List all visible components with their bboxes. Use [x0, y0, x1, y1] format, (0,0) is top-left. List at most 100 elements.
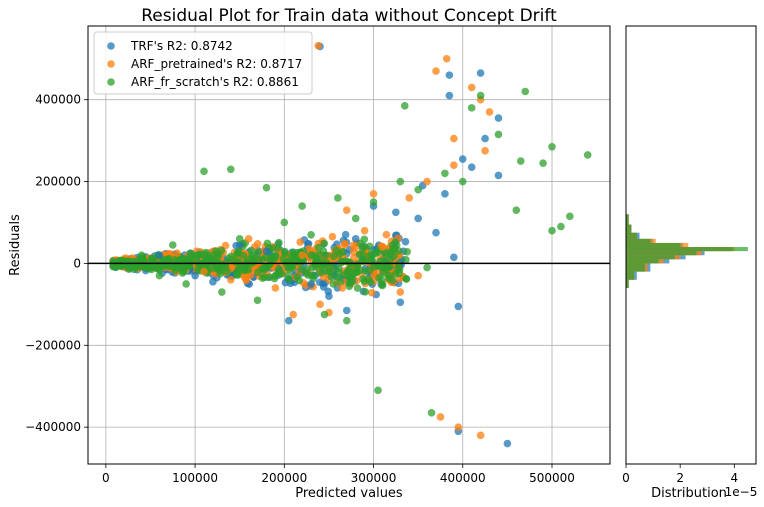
- scatter-point: [173, 249, 182, 257]
- cloud-point: [336, 278, 345, 287]
- scatter-point: [392, 208, 400, 217]
- scatter-point: [155, 271, 164, 280]
- scatter-point: [503, 439, 512, 448]
- scatter-point: [351, 214, 360, 223]
- scatter-point: [298, 251, 306, 260]
- cloud-point: [377, 276, 386, 285]
- cloud-point: [285, 275, 293, 284]
- x-axis-label: Predicted values: [295, 486, 403, 501]
- scatter-point: [360, 226, 369, 235]
- scatter-point: [200, 167, 208, 176]
- cloud-point: [307, 251, 315, 259]
- scatter-point: [342, 316, 351, 325]
- cloud-point: [328, 232, 337, 241]
- y-tick-label: 0: [73, 256, 81, 270]
- cloud-point: [358, 244, 367, 253]
- cloud-point: [358, 256, 366, 265]
- cloud-point: [217, 246, 226, 255]
- cloud-point: [233, 250, 242, 259]
- scatter-point: [423, 263, 431, 272]
- cloud-point: [315, 268, 324, 277]
- scatter-point: [155, 251, 164, 260]
- scatter-point: [414, 214, 422, 223]
- scatter-point: [334, 194, 342, 202]
- scatter-point: [557, 222, 565, 231]
- scatter-point: [583, 151, 592, 159]
- legend-label: TRF's R2: 0.8742: [130, 39, 233, 53]
- distribution-bar: [626, 271, 635, 280]
- scatter-point: [441, 169, 449, 178]
- cloud-point: [247, 246, 255, 255]
- cloud-point: [361, 267, 369, 275]
- scatter-point: [494, 171, 503, 180]
- cloud-point: [329, 280, 338, 288]
- cloud-point: [221, 263, 230, 272]
- cloud-point: [296, 238, 304, 246]
- scatter-point: [458, 177, 467, 186]
- distribution-bar: [626, 238, 651, 243]
- main-scatter-axes: 0 100000 200000 300000 400000 500000 −400000−…: [8, 6, 611, 501]
- cloud-point: [382, 230, 391, 239]
- y-tick-label: 400000: [35, 93, 81, 107]
- scatter-point: [253, 296, 262, 305]
- scatter-point: [450, 134, 458, 143]
- cloud-point: [320, 239, 329, 248]
- legend-box: [93, 31, 313, 95]
- scatter-point: [325, 267, 333, 276]
- cloud-point: [365, 242, 374, 251]
- distribution-x-tick-label: 2: [676, 471, 684, 485]
- series-points: [137, 87, 592, 417]
- legend-marker: [107, 78, 115, 86]
- cloud-point: [295, 258, 304, 266]
- scatter-point: [284, 316, 293, 325]
- scatter-point: [548, 226, 556, 235]
- cloud-point: [297, 265, 306, 274]
- scatter-point: [476, 69, 485, 77]
- scatter-point: [325, 292, 333, 300]
- scatter-point: [307, 280, 315, 288]
- scatter-point: [396, 298, 405, 307]
- cloud-point: [367, 256, 376, 265]
- distribution-x-ticks: 0 2 4: [622, 464, 738, 485]
- scatter-point: [342, 206, 351, 215]
- cloud-point: [346, 264, 355, 272]
- scatter-point: [351, 235, 360, 243]
- cloud-point: [353, 284, 362, 292]
- cloud-point: [317, 262, 326, 271]
- scatter-point: [378, 243, 387, 251]
- cloud-point: [275, 269, 283, 277]
- scatter-point: [226, 165, 235, 174]
- scatter-point: [445, 71, 454, 79]
- scatter-point: [458, 155, 467, 163]
- cloud-point: [332, 246, 341, 255]
- cloud-point: [360, 235, 369, 244]
- legend-marker: [107, 42, 115, 50]
- cloud-point: [254, 268, 262, 277]
- cloud-point: [345, 279, 354, 287]
- scatter-point: [441, 190, 449, 198]
- scatter-point: [289, 310, 298, 319]
- cloud-point: [334, 267, 342, 276]
- cloud-point: [329, 252, 338, 261]
- scatter-point: [442, 54, 451, 63]
- main-y-ticks: −400000 −200000 0 200000 400000: [25, 93, 88, 434]
- cloud-point: [339, 248, 347, 256]
- main-x-ticks: 0 100000 200000 300000 400000 500000: [102, 464, 575, 485]
- scatter-point: [481, 147, 489, 155]
- distribution-plot-frame: [625, 25, 757, 465]
- series-points: [173, 41, 494, 440]
- scatter-point: [467, 83, 476, 92]
- scatter-point: [396, 288, 405, 296]
- scatter-point: [262, 183, 271, 192]
- scatter-point: [494, 130, 503, 139]
- scatter-point: [481, 134, 489, 143]
- legend-label: ARF_fr_scratch's R2: 0.8861: [131, 75, 299, 89]
- distribution-x-tick-label: 4: [731, 471, 739, 485]
- cloud-point: [402, 255, 410, 264]
- cloud-point: [355, 250, 364, 259]
- scatter-point: [445, 91, 454, 100]
- scatter-point: [235, 241, 244, 249]
- cloud-point: [388, 241, 397, 250]
- distribution-x-axis-label: Distribution: [651, 486, 727, 501]
- cloud-point: [287, 253, 295, 261]
